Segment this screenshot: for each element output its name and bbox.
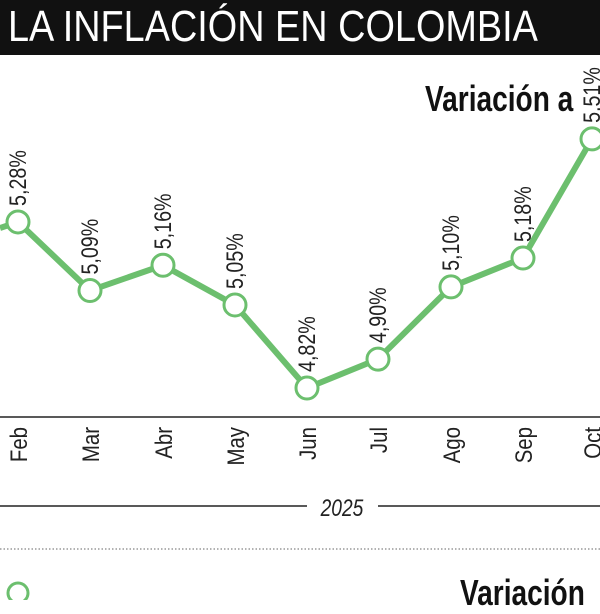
data-point-oct (579, 126, 600, 152)
year-label: 2025 (320, 494, 364, 522)
x-tick-jul: Jul (365, 427, 392, 453)
data-point-sep (510, 245, 536, 271)
data-label-feb: 5,28% (4, 150, 31, 206)
x-tick-may: May (222, 426, 249, 465)
line-chart: 2025 5,28% Feb 5,09% Mar 5,16% Abr 5,05% May 4,82… (0, 67, 600, 600)
data-label-oct: 5,51% (578, 67, 600, 123)
page-title: LA INFLACIÓN EN COLOMBIA (8, 2, 538, 51)
data-point-may (222, 292, 248, 318)
x-tick-feb: Feb (5, 427, 32, 462)
data-label-mar: 5,09% (76, 219, 103, 275)
x-tick-ago: Ago (438, 427, 465, 463)
legend-marker (6, 581, 30, 600)
data-label-jul: 4,90% (364, 287, 391, 343)
data-label-ago: 5,10% (437, 215, 464, 271)
data-label-abr: 5,16% (149, 193, 176, 249)
x-tick-jun: Jun (294, 427, 321, 460)
data-point-jul (365, 346, 391, 372)
title-bar: LA INFLACIÓN EN COLOMBIA (0, 0, 600, 55)
data-point-feb (5, 209, 31, 235)
chart-title: Variación a (425, 78, 574, 119)
next-chart-title: Variación (460, 572, 585, 613)
data-point-ago (438, 274, 464, 300)
data-label-may: 5,05% (221, 233, 248, 289)
series-line (0, 137, 595, 391)
x-tick-oct: Oct (579, 426, 600, 458)
data-label-sep: 5,18% (509, 186, 536, 242)
x-tick-mar: Mar (77, 426, 104, 462)
data-point-mar (77, 278, 103, 304)
data-point-abr (150, 252, 176, 278)
data-label-jun: 4,82% (293, 316, 320, 372)
x-tick-sep: Sep (510, 427, 537, 463)
data-point-jun (294, 375, 320, 401)
x-tick-abr: Abr (150, 426, 177, 458)
